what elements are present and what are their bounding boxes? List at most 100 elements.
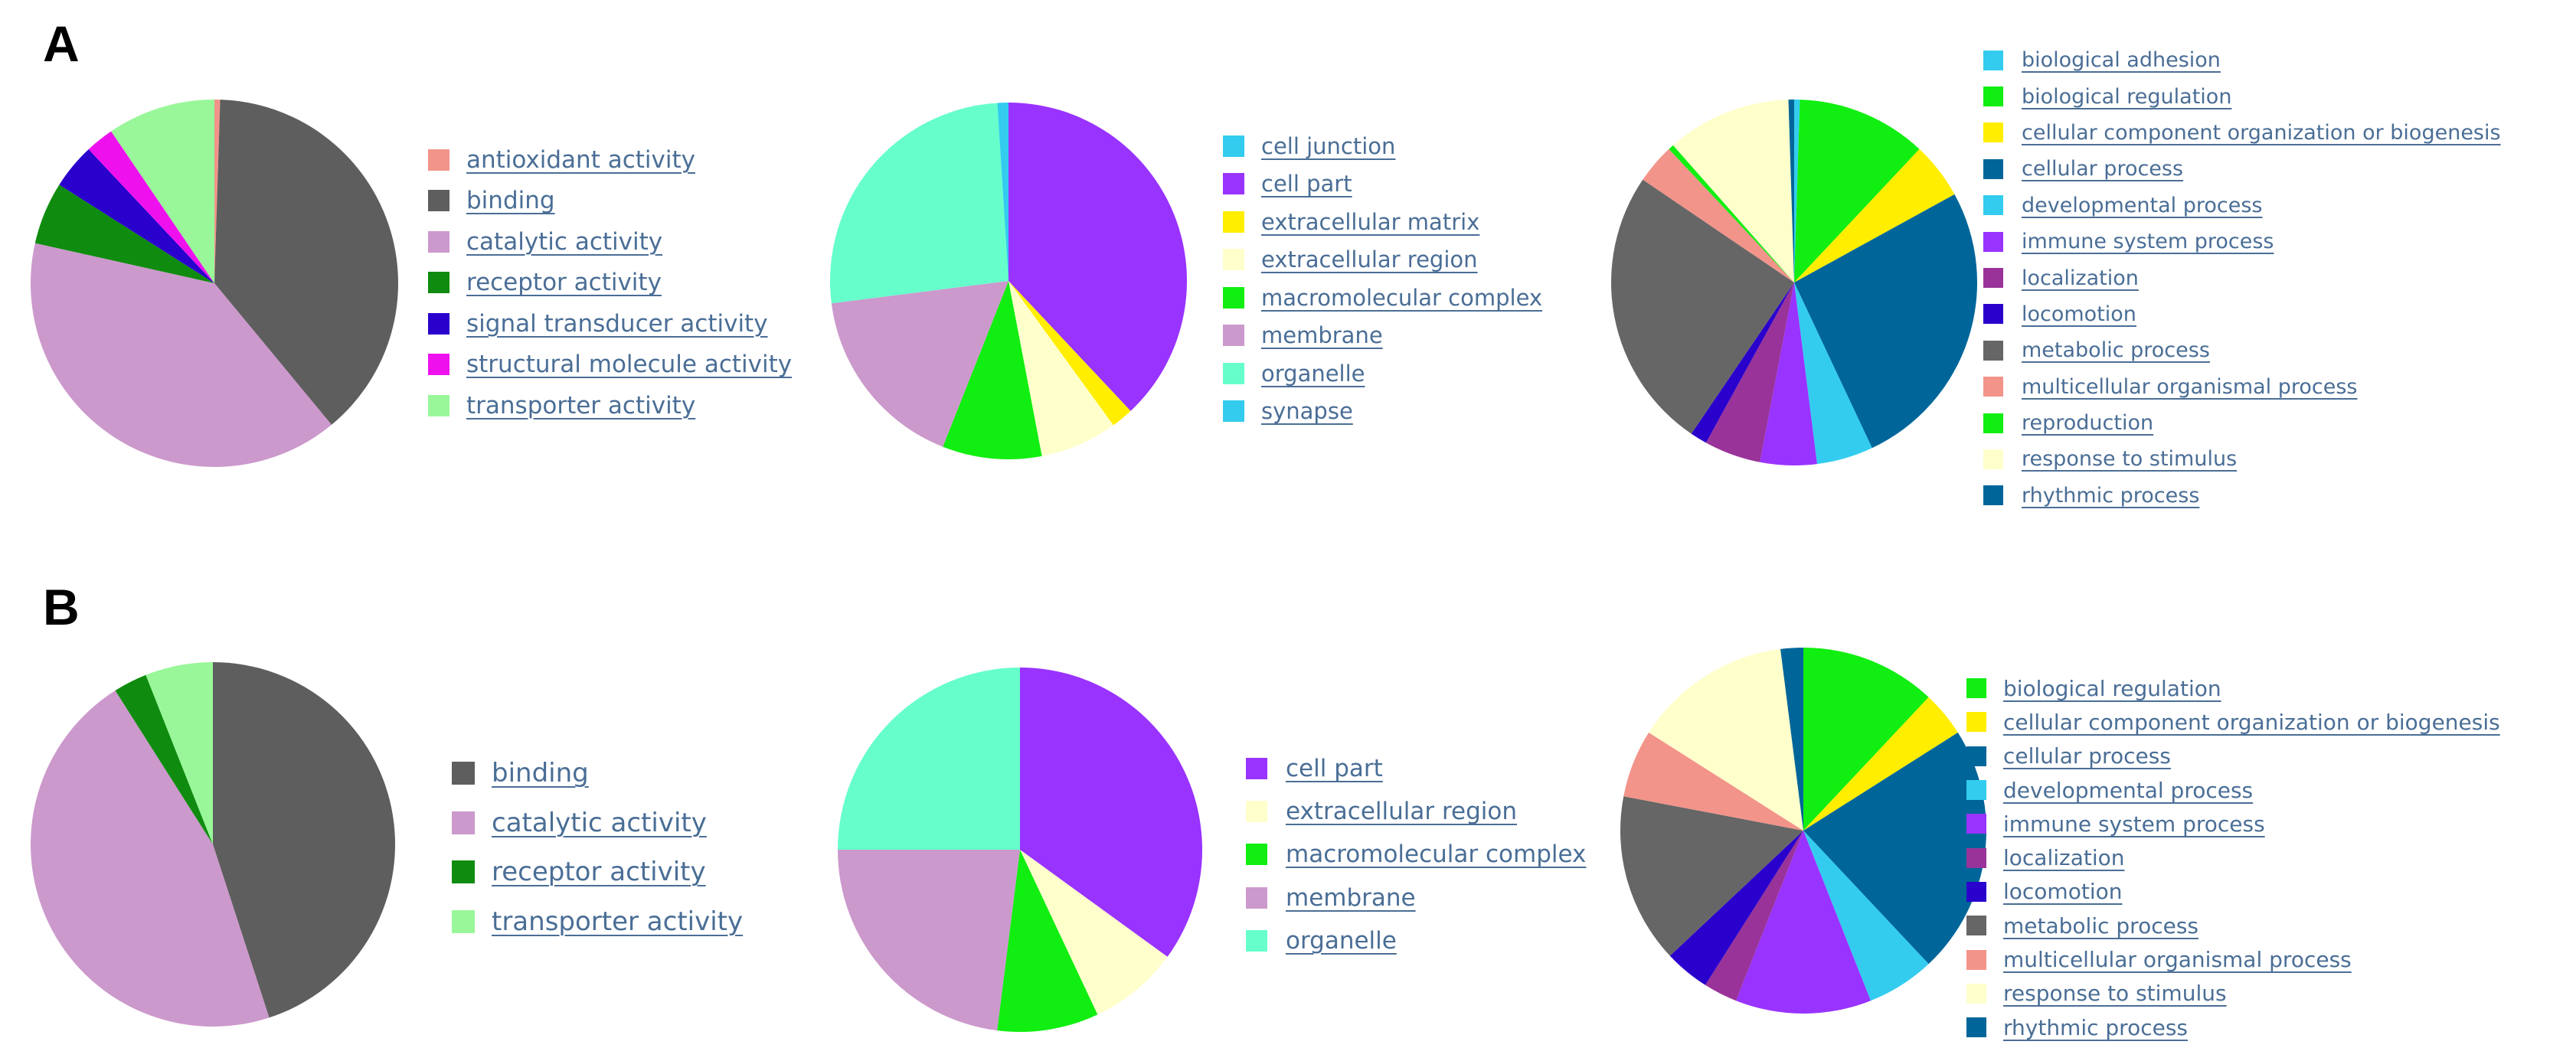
pie-slice-immune-system-process[interactable]	[1760, 282, 1817, 465]
pie-slice-membrane[interactable]	[831, 281, 1008, 447]
pie-slice-developmental-process[interactable]	[1803, 831, 1929, 1001]
legend-item-cellular-component-organization-or-biogenesis[interactable]: cellular component organization or bioge…	[1966, 705, 2500, 739]
legend-item-developmental-process[interactable]: developmental process	[1966, 773, 2500, 807]
legend-item-catalytic-activity[interactable]: catalytic activity	[452, 798, 743, 848]
pie-slice-metabolic-process[interactable]	[1611, 179, 1794, 434]
legend-item-localization[interactable]: localization	[1966, 841, 2500, 874]
legend-link-biological-regulation[interactable]: biological regulation	[2022, 84, 2232, 109]
legend-link-reproduction[interactable]: reproduction	[2022, 411, 2154, 436]
legend-item-antioxidant-activity[interactable]: antioxidant activity	[428, 139, 792, 181]
legend-item-cell-part[interactable]: cell part	[1223, 165, 1542, 204]
legend-link-binding[interactable]: binding	[492, 758, 589, 789]
legend-item-synapse[interactable]: synapse	[1223, 393, 1542, 431]
pie-slice-organelle[interactable]	[838, 668, 1020, 850]
legend-link-immune-system-process[interactable]: immune system process	[2003, 811, 2265, 837]
pie-slice-cellular-process[interactable]	[1794, 194, 1977, 449]
legend-item-immune-system-process[interactable]: immune system process	[1966, 807, 2500, 841]
legend-link-localization[interactable]: localization	[2022, 266, 2139, 290]
pie-slice-cell-part[interactable]	[1008, 103, 1187, 411]
pie-slice-catalytic-activity[interactable]	[30, 690, 270, 1027]
legend-link-catalytic-activity[interactable]: catalytic activity	[492, 807, 707, 838]
pie-slice-transporter-activity[interactable]	[145, 662, 213, 844]
legend-link-cellular-process[interactable]: cellular process	[2022, 157, 2184, 181]
legend-item-locomotion[interactable]: locomotion	[1983, 296, 2501, 332]
legend-item-receptor-activity[interactable]: receptor activity	[428, 263, 792, 304]
legend-item-extracellular-region[interactable]: extracellular region	[1246, 790, 1586, 833]
pie-slice-signal-transducer-activity[interactable]	[59, 149, 214, 283]
legend-link-multicellular-organismal-process[interactable]: multicellular organismal process	[2022, 374, 2358, 399]
legend-link-extracellular-region[interactable]: extracellular region	[1286, 798, 1518, 826]
pie-slice-synapse[interactable]	[997, 103, 1008, 281]
pie-slice-extracellular-region[interactable]	[1020, 850, 1168, 1015]
legend-item-biological-regulation[interactable]: biological regulation	[1966, 671, 2500, 705]
legend-link-localization[interactable]: localization	[2003, 845, 2125, 871]
legend-link-cellular-process[interactable]: cellular process	[2003, 743, 2171, 769]
legend-item-catalytic-activity[interactable]: catalytic activity	[428, 221, 792, 263]
pie-slice-antioxidant-activity[interactable]	[214, 100, 221, 283]
legend-link-receptor-activity[interactable]: receptor activity	[466, 269, 662, 297]
pie-slice-extracellular-region[interactable]	[1008, 281, 1113, 456]
legend-item-cell-part[interactable]: cell part	[1246, 747, 1586, 790]
legend-link-rhythmic-process[interactable]: rhythmic process	[2003, 1014, 2189, 1040]
pie-slice-structural-molecule-activity[interactable]	[88, 131, 214, 283]
legend-link-biological-adhesion[interactable]: biological adhesion	[2022, 48, 2221, 73]
legend-link-extracellular-region[interactable]: extracellular region	[1261, 246, 1478, 273]
legend-item-localization[interactable]: localization	[1983, 260, 2501, 295]
legend-item-extracellular-region[interactable]: extracellular region	[1223, 241, 1542, 279]
pie-slice-localization[interactable]	[1705, 831, 1803, 1001]
pie-slice-rhythmic-process[interactable]	[1788, 100, 1794, 282]
legend-item-locomotion[interactable]: locomotion	[1966, 875, 2500, 909]
legend-link-response-to-stimulus[interactable]: response to stimulus	[2022, 447, 2238, 472]
legend-item-metabolic-process[interactable]: metabolic process	[1966, 909, 2500, 942]
legend-link-cell-part[interactable]: cell part	[1261, 171, 1352, 198]
legend-item-extracellular-matrix[interactable]: extracellular matrix	[1223, 203, 1542, 241]
legend-item-binding[interactable]: binding	[452, 749, 743, 798]
legend-link-transporter-activity[interactable]: transporter activity	[466, 391, 696, 420]
pie-slice-catalytic-activity[interactable]	[31, 243, 332, 467]
pie-slice-cellular-process[interactable]	[1803, 732, 1986, 965]
legend-link-cellular-component-organization-or-biogenesis[interactable]: cellular component organization or bioge…	[2022, 120, 2501, 145]
legend-item-organelle[interactable]: organelle	[1223, 354, 1542, 393]
pie-slice-cellular-component-organization-or-biogenesis[interactable]	[1803, 697, 1958, 831]
legend-item-transporter-activity[interactable]: transporter activity	[428, 385, 792, 426]
pie-slice-membrane[interactable]	[838, 850, 1020, 1031]
pie-slice-multicellular-organismal-process[interactable]	[1623, 732, 1803, 831]
legend-link-signal-transducer-activity[interactable]: signal transducer activity	[466, 309, 768, 338]
legend-item-multicellular-organismal-process[interactable]: multicellular organismal process	[1983, 369, 2501, 405]
legend-link-synapse[interactable]: synapse	[1261, 398, 1353, 425]
legend-link-multicellular-organismal-process[interactable]: multicellular organismal process	[2003, 947, 2352, 973]
legend-item-macromolecular-complex[interactable]: macromolecular complex	[1223, 279, 1542, 317]
legend-link-antioxidant-activity[interactable]: antioxidant activity	[466, 145, 695, 174]
legend-link-organelle[interactable]: organelle	[1261, 360, 1365, 387]
legend-item-biological-adhesion[interactable]: biological adhesion	[1983, 42, 2501, 78]
pie-slice-response-to-stimulus[interactable]	[1672, 100, 1794, 282]
legend-link-receptor-activity[interactable]: receptor activity	[492, 857, 706, 888]
legend-item-binding[interactable]: binding	[428, 181, 792, 222]
pie-slice-localization[interactable]	[1705, 282, 1794, 462]
legend-item-immune-system-process[interactable]: immune system process	[1983, 224, 2501, 260]
legend-link-catalytic-activity[interactable]: catalytic activity	[466, 227, 663, 256]
legend-link-developmental-process[interactable]: developmental process	[2003, 777, 2254, 803]
legend-link-cell-junction[interactable]: cell junction	[1261, 132, 1396, 159]
legend-link-metabolic-process[interactable]: metabolic process	[2022, 338, 2210, 363]
legend-item-membrane[interactable]: membrane	[1246, 877, 1586, 919]
legend-item-metabolic-process[interactable]: metabolic process	[1983, 332, 2501, 368]
legend-item-cellular-process[interactable]: cellular process	[1983, 151, 2501, 187]
legend-item-structural-molecule-activity[interactable]: structural molecule activity	[428, 344, 792, 386]
pie-slice-immune-system-process[interactable]	[1736, 831, 1871, 1014]
legend-link-locomotion[interactable]: locomotion	[2022, 302, 2136, 326]
legend-item-response-to-stimulus[interactable]: response to stimulus	[1983, 441, 2501, 477]
legend-item-cell-junction[interactable]: cell junction	[1223, 127, 1542, 165]
legend-link-transporter-activity[interactable]: transporter activity	[492, 906, 744, 937]
pie-slice-binding[interactable]	[213, 662, 395, 1018]
pie-slice-receptor-activity[interactable]	[34, 184, 215, 283]
pie-slice-organelle[interactable]	[830, 103, 1008, 304]
legend-link-immune-system-process[interactable]: immune system process	[2022, 230, 2274, 254]
pie-slice-biological-adhesion[interactable]	[1794, 100, 1800, 282]
pie-slice-transporter-activity[interactable]	[111, 100, 214, 283]
legend-link-locomotion[interactable]: locomotion	[2003, 879, 2123, 905]
pie-slice-macromolecular-complex[interactable]	[943, 281, 1042, 459]
legend-link-membrane[interactable]: membrane	[1286, 883, 1416, 912]
pie-slice-cellular-component-organization-or-biogenesis[interactable]	[1794, 149, 1955, 282]
legend-item-rhythmic-process[interactable]: rhythmic process	[1966, 1010, 2500, 1044]
